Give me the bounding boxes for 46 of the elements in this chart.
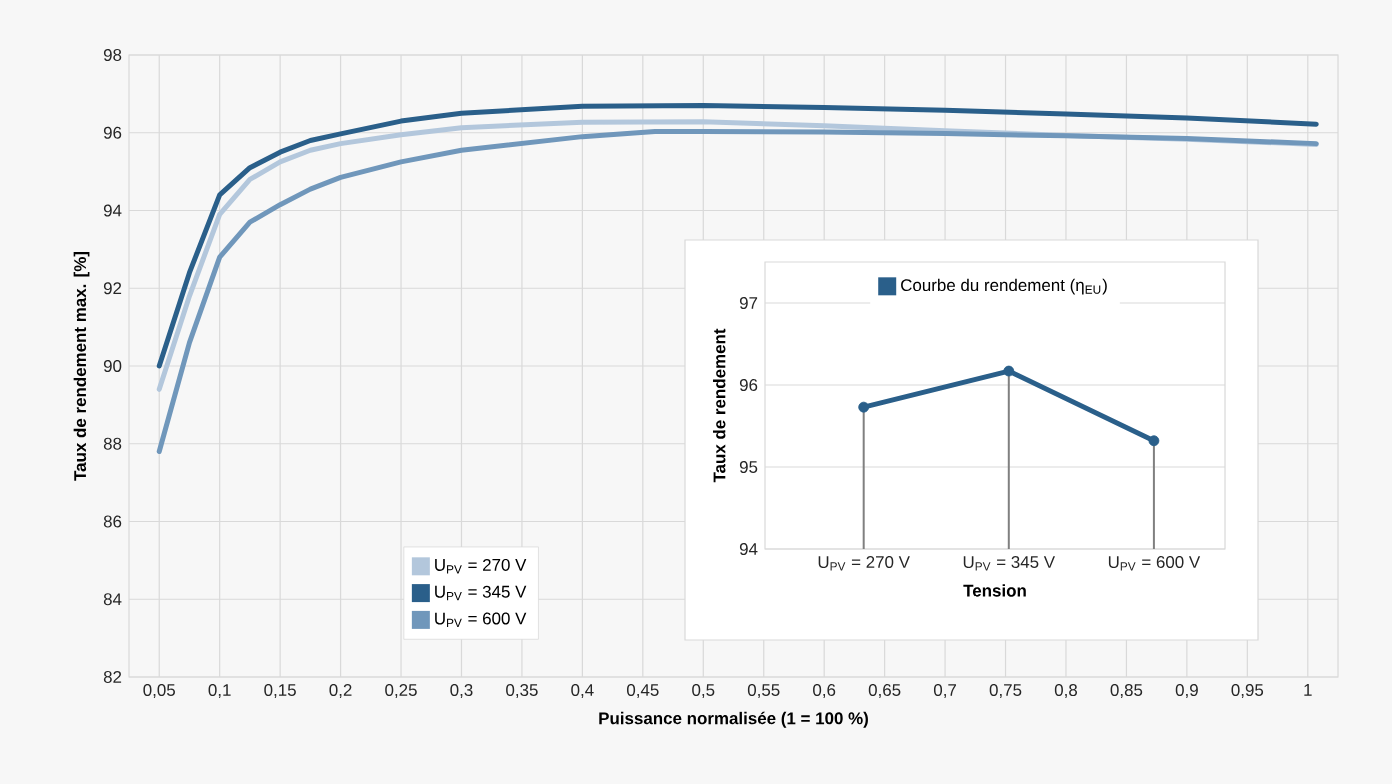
x-tick-label: 0,35 [506, 684, 538, 699]
x-tick-label: 0,05 [143, 684, 175, 699]
y-tick-label: 95 [739, 461, 758, 473]
legend-label: Courbe du rendement (η$_{EU}$) [901, 278, 1107, 295]
y-tick-label: 97 [739, 297, 758, 309]
y-tick-label: 90 [103, 360, 122, 372]
y-tick-label: 94 [739, 543, 758, 555]
legend-label: U$_{PV}$ = 345 V [435, 585, 527, 601]
x-axis-title: Puissance normalisée (1 = 100 %) [599, 711, 868, 728]
x-tick-label: 0,85 [1110, 684, 1143, 699]
y-axis-title: Taux de rendement max. [%] [73, 252, 90, 481]
x-tick-label: 0,25 [385, 684, 417, 699]
x-tick-label: 0,3 [450, 684, 473, 699]
x-tick-label: 1 [1304, 684, 1312, 696]
x-tick-label: 0,15 [264, 684, 296, 699]
x-tick-label: 0,75 [989, 684, 1022, 699]
x-tick-label: U$_{PV}$ = 600 V [1108, 556, 1201, 571]
x-tick-label: U$_{PV}$ = 270 V [818, 556, 910, 571]
x-tick-label: 0,9 [1175, 684, 1198, 699]
x-tick-label: 0,7 [933, 684, 956, 699]
y-tick-label: 86 [103, 515, 122, 528]
x-tick-label: 0,8 [1054, 684, 1078, 699]
y-tick-label: 82 [103, 671, 122, 683]
point [1003, 365, 1015, 377]
x-axis-title: Tension [963, 584, 1026, 597]
x-tick-label: 0,6 [813, 684, 836, 699]
y-tick-label: 92 [103, 282, 122, 295]
y-tick-label: 84 [103, 593, 122, 606]
x-tick-label: 0,4 [571, 684, 594, 699]
x-tick-label: 0,5 [692, 684, 715, 699]
x-tick-label: U$_{PV}$ = 345 V [963, 556, 1055, 571]
point [1148, 435, 1160, 447]
x-tick-label: 0,65 [868, 684, 901, 699]
y-tick-label: 94 [103, 204, 122, 217]
y-axis-title: Taux de rendement [713, 328, 726, 483]
x-tick-label: 0,1 [208, 684, 231, 699]
y-tick-label: 96 [103, 126, 122, 139]
point [858, 401, 870, 413]
x-tick-label: 0,2 [329, 684, 352, 699]
legend-label: U$_{PV}$ = 600 V [435, 612, 527, 627]
x-tick-label: 0,95 [1231, 684, 1264, 699]
x-tick-label: 0,55 [747, 684, 780, 699]
y-tick-label: 88 [103, 437, 122, 450]
y-tick-label: 96 [739, 379, 758, 391]
x-tick-label: 0,45 [627, 684, 659, 699]
y-tick-label: 98 [103, 49, 122, 61]
